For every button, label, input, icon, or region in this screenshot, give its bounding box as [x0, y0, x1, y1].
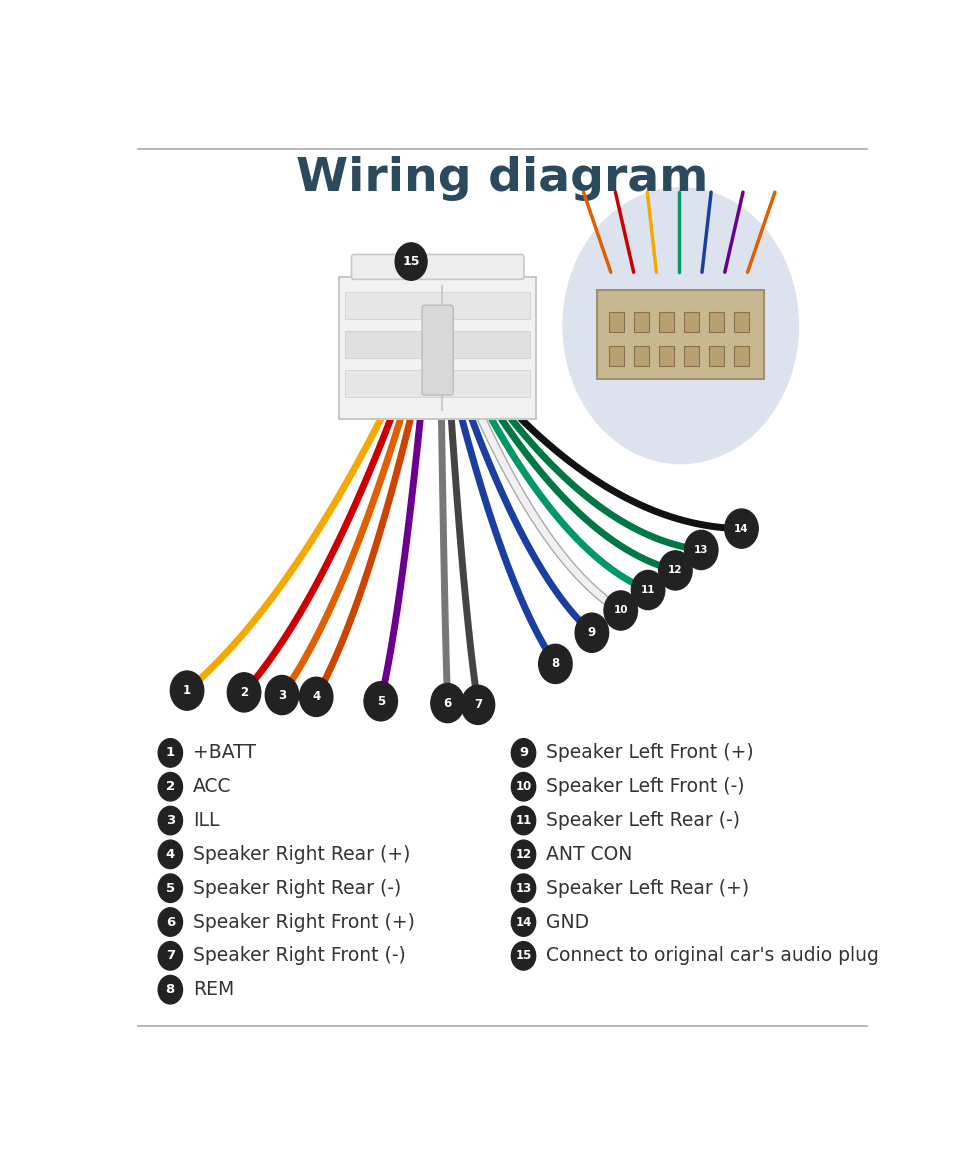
Text: 2: 2 [166, 780, 174, 793]
FancyBboxPatch shape [352, 254, 524, 280]
Text: Wiring diagram: Wiring diagram [296, 156, 709, 201]
Text: GND: GND [546, 912, 589, 932]
Text: 9: 9 [519, 747, 528, 759]
Text: 5: 5 [166, 882, 174, 895]
Circle shape [395, 243, 427, 280]
FancyBboxPatch shape [659, 312, 674, 332]
Text: 2: 2 [240, 686, 248, 699]
FancyBboxPatch shape [422, 305, 454, 395]
Text: 8: 8 [552, 658, 560, 670]
Circle shape [171, 670, 204, 710]
Circle shape [364, 682, 398, 721]
Text: 3: 3 [278, 689, 286, 702]
Text: 7: 7 [474, 698, 482, 711]
FancyBboxPatch shape [609, 312, 624, 332]
FancyBboxPatch shape [634, 346, 649, 365]
FancyBboxPatch shape [659, 346, 674, 365]
FancyBboxPatch shape [609, 346, 624, 365]
Text: 13: 13 [515, 882, 531, 895]
FancyBboxPatch shape [345, 331, 530, 357]
Circle shape [604, 591, 637, 630]
Text: 13: 13 [694, 544, 709, 555]
Circle shape [300, 677, 333, 717]
Text: ANT CON: ANT CON [546, 845, 633, 864]
Circle shape [158, 907, 182, 936]
Circle shape [512, 907, 536, 936]
Text: 1: 1 [166, 747, 174, 759]
Text: +BATT: +BATT [193, 743, 256, 763]
Text: ACC: ACC [193, 777, 231, 796]
Circle shape [659, 551, 692, 590]
Circle shape [725, 509, 759, 548]
Text: Speaker Left Front (-): Speaker Left Front (-) [546, 777, 745, 796]
FancyBboxPatch shape [709, 312, 724, 332]
FancyBboxPatch shape [684, 312, 699, 332]
Text: Speaker Right Rear (+): Speaker Right Rear (+) [193, 845, 411, 864]
Text: 10: 10 [515, 780, 531, 793]
Text: 15: 15 [403, 255, 419, 268]
Text: Speaker Right Rear (-): Speaker Right Rear (-) [193, 879, 402, 898]
FancyBboxPatch shape [339, 276, 536, 420]
FancyBboxPatch shape [597, 290, 764, 379]
Text: 12: 12 [668, 565, 683, 576]
Circle shape [512, 807, 536, 835]
Circle shape [512, 772, 536, 801]
Text: Connect to original car's audio plug: Connect to original car's audio plug [546, 947, 879, 965]
Text: 3: 3 [166, 814, 175, 827]
Text: 10: 10 [613, 606, 628, 615]
Circle shape [266, 675, 299, 714]
Text: REM: REM [193, 980, 234, 999]
FancyBboxPatch shape [734, 312, 749, 332]
Text: 1: 1 [183, 684, 191, 697]
Text: 12: 12 [515, 847, 531, 861]
Text: ILL: ILL [193, 812, 220, 830]
Circle shape [158, 739, 182, 768]
Circle shape [512, 942, 536, 970]
Text: Speaker Left Rear (+): Speaker Left Rear (+) [546, 879, 750, 898]
FancyBboxPatch shape [734, 346, 749, 365]
Circle shape [512, 840, 536, 868]
Circle shape [512, 739, 536, 768]
Text: 5: 5 [376, 695, 385, 707]
Text: 6: 6 [166, 916, 175, 928]
Circle shape [158, 942, 182, 970]
Text: 11: 11 [641, 585, 656, 595]
Text: 6: 6 [443, 697, 452, 710]
Circle shape [431, 683, 465, 722]
FancyBboxPatch shape [345, 370, 530, 397]
FancyBboxPatch shape [634, 312, 649, 332]
Text: 4: 4 [166, 847, 175, 861]
Text: 15: 15 [515, 949, 532, 962]
Circle shape [158, 874, 182, 903]
Text: Speaker Right Front (+): Speaker Right Front (+) [193, 912, 415, 932]
Circle shape [575, 613, 609, 652]
Circle shape [158, 840, 182, 868]
FancyBboxPatch shape [345, 291, 530, 319]
Text: 8: 8 [166, 983, 175, 996]
Circle shape [227, 673, 261, 712]
Circle shape [631, 570, 664, 609]
Text: Speaker Left Front (+): Speaker Left Front (+) [546, 743, 754, 763]
Circle shape [158, 976, 182, 1003]
Circle shape [158, 772, 182, 801]
Circle shape [685, 531, 718, 570]
Circle shape [158, 807, 182, 835]
Circle shape [462, 686, 495, 725]
Text: Speaker Right Front (-): Speaker Right Front (-) [193, 947, 406, 965]
Text: 11: 11 [515, 814, 531, 827]
Text: Speaker Left Rear (-): Speaker Left Rear (-) [546, 812, 740, 830]
Text: 14: 14 [515, 916, 532, 928]
FancyBboxPatch shape [709, 346, 724, 365]
Circle shape [512, 874, 536, 903]
FancyBboxPatch shape [684, 346, 699, 365]
Circle shape [539, 644, 572, 683]
Text: 9: 9 [588, 627, 596, 639]
Text: 14: 14 [734, 524, 749, 534]
Text: 4: 4 [312, 690, 320, 703]
Circle shape [563, 187, 799, 464]
Text: 7: 7 [166, 949, 174, 962]
